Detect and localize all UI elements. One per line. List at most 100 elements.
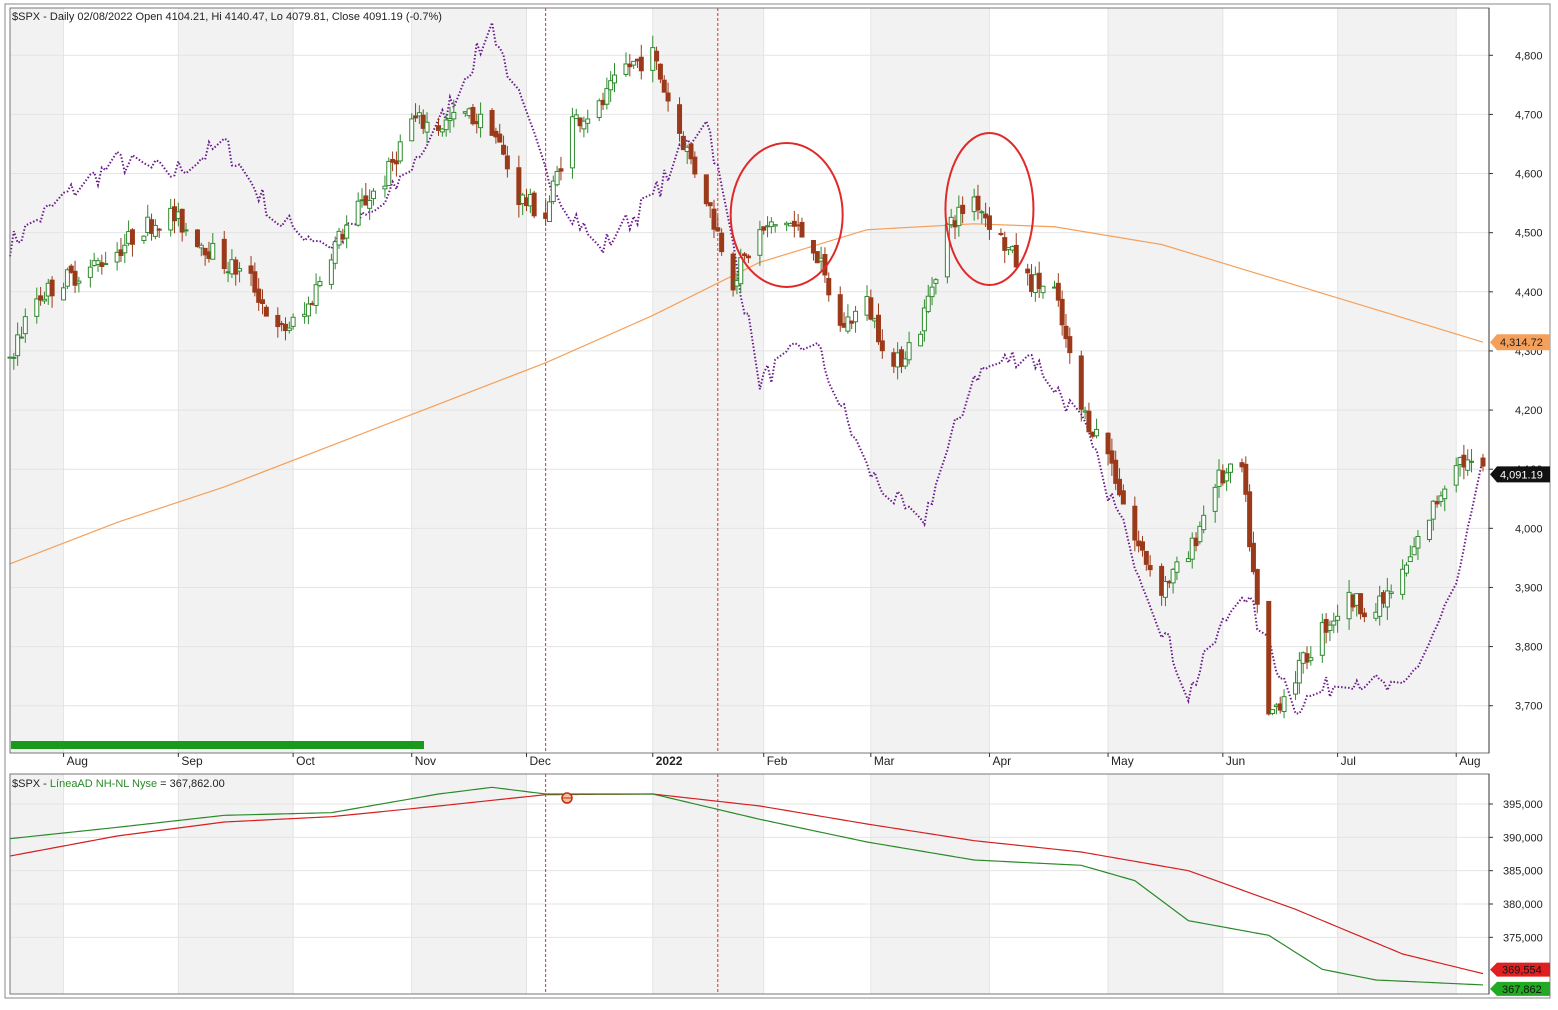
candle-body xyxy=(1040,285,1046,294)
candle-body xyxy=(1120,490,1126,505)
candle-body xyxy=(386,160,392,186)
candle-204 xyxy=(1094,418,1100,439)
candle-218 xyxy=(1170,567,1176,594)
candle-body xyxy=(1331,620,1337,626)
price-value-badges: 4,314.72 4,091.19 xyxy=(1490,334,1550,483)
candle-body xyxy=(1013,244,1019,268)
indicator-ytick-label: 385,000 xyxy=(1503,866,1543,878)
candle-body xyxy=(772,224,778,227)
candle-body xyxy=(986,215,992,230)
candle-231 xyxy=(1243,456,1249,502)
candle-body xyxy=(275,314,281,328)
candle-115 xyxy=(623,52,629,77)
candle-body xyxy=(581,120,587,130)
candle-50 xyxy=(275,307,281,338)
candle-60 xyxy=(328,253,334,290)
candle-body xyxy=(129,229,135,245)
candle-59 xyxy=(317,276,323,288)
price-month-bands xyxy=(10,8,1457,753)
candle-61 xyxy=(332,236,338,270)
candle-7 xyxy=(41,291,47,304)
candle-body xyxy=(1086,410,1092,433)
candle-254 xyxy=(1361,607,1367,623)
candle-186 xyxy=(1002,231,1008,264)
indicator-band-6 xyxy=(1337,774,1457,994)
candle-body xyxy=(1224,472,1230,482)
candle-235 xyxy=(1266,600,1272,716)
candle-216 xyxy=(1162,575,1168,607)
candle-body xyxy=(715,227,721,232)
candle-87 xyxy=(470,103,476,126)
candle-182 xyxy=(979,209,985,224)
candle-56 xyxy=(305,296,311,325)
candle-body xyxy=(1465,459,1471,471)
price-badge-0 xyxy=(1490,334,1550,351)
candle-89 xyxy=(478,102,484,138)
candle-body xyxy=(879,340,885,352)
candle-body xyxy=(1078,355,1084,410)
candle-36 xyxy=(198,242,204,257)
candle-body xyxy=(489,110,495,136)
candle-body xyxy=(38,295,44,301)
candle-161 xyxy=(868,289,874,321)
candle-132 xyxy=(711,199,717,239)
candle-53 xyxy=(286,321,292,334)
candle-body xyxy=(305,303,311,317)
candle-138 xyxy=(742,252,748,261)
candle-body xyxy=(654,50,660,62)
candle-244 xyxy=(1308,646,1314,666)
candle-body xyxy=(1415,535,1421,549)
indicator-band-5 xyxy=(1108,774,1223,994)
candle-196 xyxy=(1055,273,1061,307)
candle-40 xyxy=(221,230,227,275)
price-xtick-label: Oct xyxy=(296,754,315,768)
price-badge-1 xyxy=(1490,466,1550,483)
candle-131 xyxy=(707,202,713,218)
candle-159 xyxy=(853,305,859,333)
candle-body xyxy=(925,295,931,313)
candle-73 xyxy=(393,151,399,177)
candle-body xyxy=(1250,542,1256,573)
candle-4 xyxy=(22,308,28,343)
candle-109 xyxy=(585,109,591,134)
candle-117 xyxy=(631,60,637,69)
candle-5 xyxy=(34,287,40,324)
candle-body xyxy=(1407,556,1413,563)
candle-body xyxy=(344,224,350,239)
candle-body xyxy=(413,115,419,119)
candle-149 xyxy=(799,217,805,238)
price-ytick-label: 3,700 xyxy=(1515,701,1543,713)
candle-202 xyxy=(1086,402,1092,433)
candle-body xyxy=(979,211,985,214)
candle-220 xyxy=(1185,551,1191,563)
indicator-ytick-label: 380,000 xyxy=(1503,899,1543,911)
candle-172 xyxy=(925,284,931,314)
candle-body xyxy=(1403,564,1409,574)
candle-114 xyxy=(612,63,618,93)
candle-body xyxy=(1335,615,1341,621)
price-xtick-label: 2022 xyxy=(656,754,683,768)
candle-body xyxy=(1117,478,1123,496)
candle-275 xyxy=(1480,453,1486,472)
candle-body xyxy=(1480,457,1486,467)
candle-48 xyxy=(260,289,266,315)
price-ytick-label: 3,800 xyxy=(1515,642,1543,654)
candle-body xyxy=(198,244,204,249)
price-band-1 xyxy=(178,8,294,753)
candle-19 xyxy=(103,251,109,266)
candle-104 xyxy=(558,156,564,181)
candle-13 xyxy=(72,260,78,293)
candle-221 xyxy=(1189,532,1195,569)
candle-94 xyxy=(504,145,510,178)
candle-25 xyxy=(141,235,147,244)
candle-253 xyxy=(1358,593,1364,620)
candle-212 xyxy=(1139,535,1145,557)
candle-135 xyxy=(730,252,736,297)
price-xtick-label: Aug xyxy=(1459,754,1480,768)
candle-105 xyxy=(569,107,575,179)
candle-body xyxy=(87,266,93,278)
candle-body xyxy=(1201,514,1207,531)
candle-199 xyxy=(1067,327,1073,364)
candle-body xyxy=(282,323,288,332)
indicator-line-1 xyxy=(9,786,1484,986)
